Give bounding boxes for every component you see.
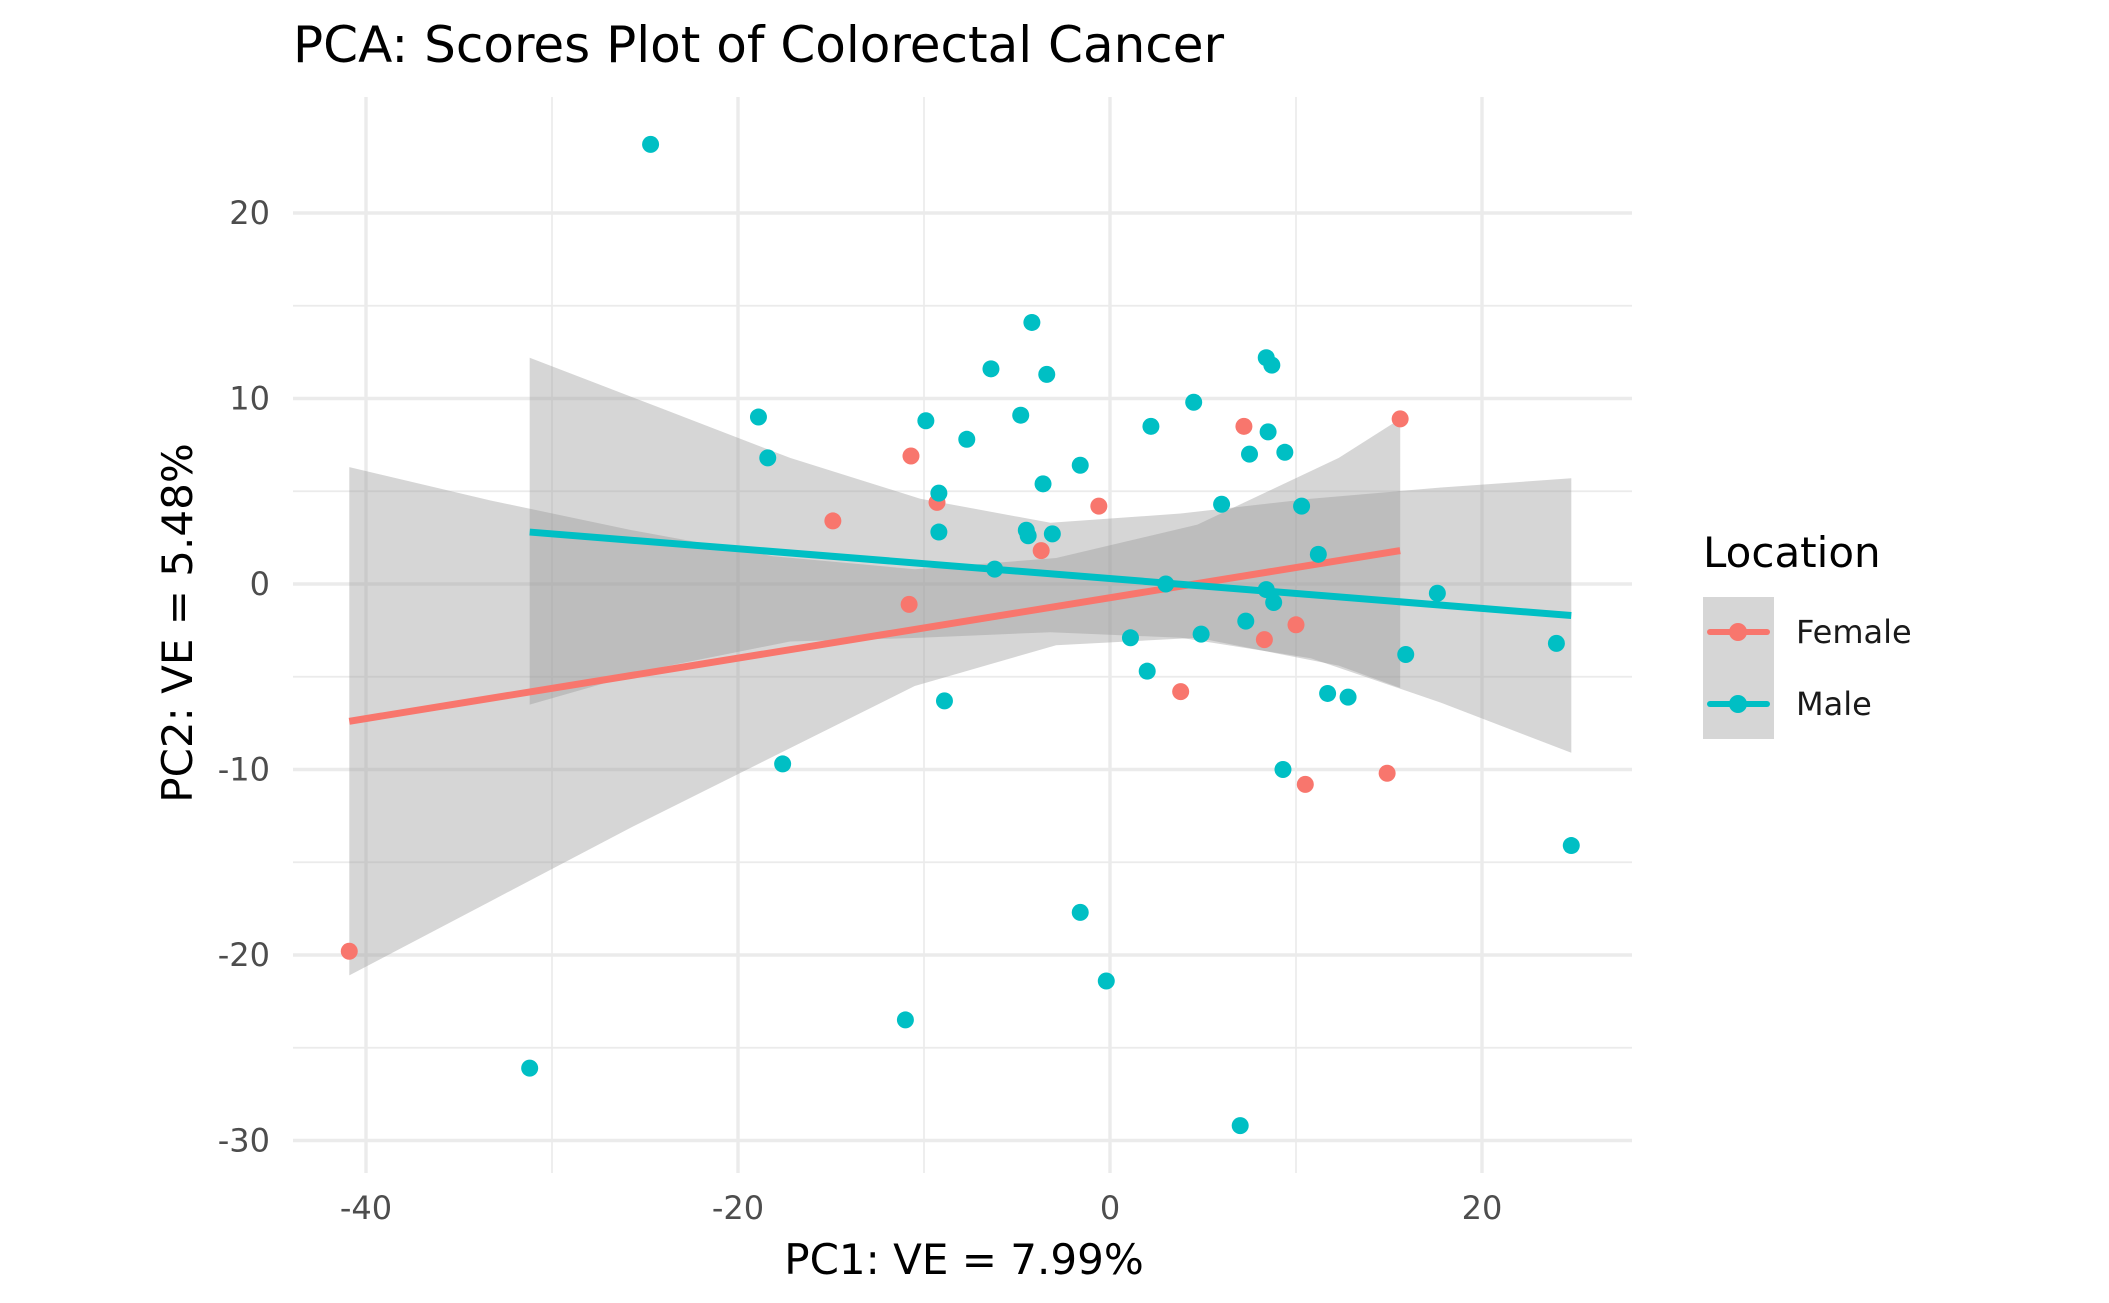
point-female [824,512,842,530]
point-female [1172,683,1190,701]
legend-title: Location [1703,528,1881,577]
point-female [1255,631,1273,649]
point-female [1287,616,1305,634]
point-male [1276,443,1294,461]
legend-key-male-dot [1729,695,1747,713]
point-male [986,560,1004,578]
point-male [774,755,792,773]
point-female [340,942,358,960]
point-female [1032,542,1050,560]
point-male [1142,417,1160,435]
legend-label-female: Female [1796,613,1912,651]
point-male [759,449,777,467]
confidence-band-female [349,418,1401,976]
x-tick-label: 0 [1100,1189,1120,1227]
point-male [1213,495,1231,513]
point-male [1257,581,1275,599]
y-tick-label: 10 [229,380,270,418]
y-axis-title: PC2: VE = 5.48% [153,443,202,802]
point-male [521,1059,539,1077]
point-male [1274,761,1292,778]
point-male [917,412,935,430]
legend: Location Female Male [1703,528,1912,739]
regression-lines [348,528,1572,725]
point-male [749,408,767,426]
point-male [1259,423,1277,441]
point-male [1231,1117,1249,1135]
fit-line-male [529,528,1572,620]
point-male [896,1011,914,1029]
point-male [1428,584,1446,602]
data-points [340,135,1580,1135]
x-tick-label: 20 [1462,1189,1503,1227]
point-male [1192,625,1210,643]
point-male [1309,545,1327,563]
point-male [1562,837,1580,855]
y-tick-label: 0 [250,565,270,603]
point-male [935,692,953,710]
x-tick-label: -40 [340,1189,392,1227]
point-female [1391,410,1409,428]
point-male [1097,972,1115,990]
fit-line-female [348,547,1401,725]
point-male [1023,313,1041,331]
tick-labels: -40 -20 0 20 -30 -20 -10 0 10 20 [218,194,1503,1227]
point-male [930,484,948,502]
point-female [1296,775,1314,793]
chart-title: PCA: Scores Plot of Colorectal Cancer [293,16,1225,74]
point-male [1339,688,1357,706]
point-male [1038,365,1056,383]
point-female [902,447,920,465]
point-male [1034,475,1052,493]
y-tick-label: 20 [229,194,270,232]
point-female [1378,764,1396,782]
confidence-bands [349,357,1572,976]
x-tick-label: -20 [712,1189,764,1227]
y-tick-label: -30 [218,1122,270,1160]
point-female [1235,417,1253,435]
point-male [1397,645,1415,663]
point-female [1090,497,1108,515]
point-male [1319,684,1337,702]
point-male [1293,497,1311,515]
point-male [1071,903,1089,921]
point-male [982,360,1000,378]
point-male [1263,356,1281,374]
legend-key-female-dot [1729,623,1747,641]
point-male [930,523,948,541]
point-male [1043,525,1061,543]
point-male [1237,612,1255,630]
point-male [1012,406,1030,424]
point-male [958,430,976,448]
point-male [1019,527,1037,545]
point-male [642,135,660,153]
point-male [1265,594,1283,612]
confidence-band-male [529,357,1572,753]
y-tick-label: -20 [218,936,270,974]
legend-label-male: Male [1796,685,1872,723]
point-male [1241,445,1258,463]
point-female [900,595,918,613]
x-axis-title: PC1: VE = 7.99% [784,1235,1143,1284]
point-male [1121,629,1139,647]
point-male [1185,393,1203,411]
point-male [1547,634,1565,652]
y-tick-label: -10 [218,751,270,789]
point-male [1157,575,1175,593]
point-male [1071,456,1089,474]
grid-lines [293,97,1632,1173]
point-male [1138,662,1156,680]
